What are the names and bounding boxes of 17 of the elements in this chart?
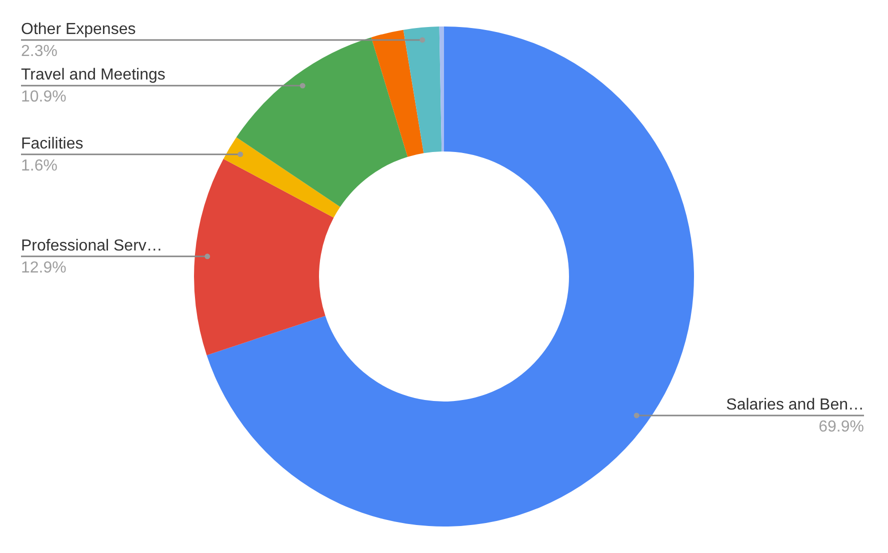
data-label: 69.9%	[818, 418, 864, 436]
data-label: 2.3%	[21, 42, 58, 60]
donut-slice	[439, 26, 444, 152]
slice-label: Salaries and Ben…	[726, 396, 864, 414]
slice-label: Professional Serv…	[21, 237, 162, 254]
data-label: 1.6%	[21, 157, 58, 174]
slice-label: Other Expenses	[21, 20, 136, 38]
data-label: 12.9%	[21, 259, 66, 276]
slice-label: Facilities	[21, 135, 84, 152]
donut-slice	[403, 26, 442, 154]
donut-slice	[236, 37, 408, 207]
data-label: 10.9%	[21, 88, 66, 106]
donut-slice	[194, 158, 334, 356]
slice-label: Travel and Meetings	[21, 66, 166, 84]
donut-slice	[206, 26, 694, 526]
donut-slice	[371, 30, 424, 157]
donut-slice	[223, 137, 340, 218]
